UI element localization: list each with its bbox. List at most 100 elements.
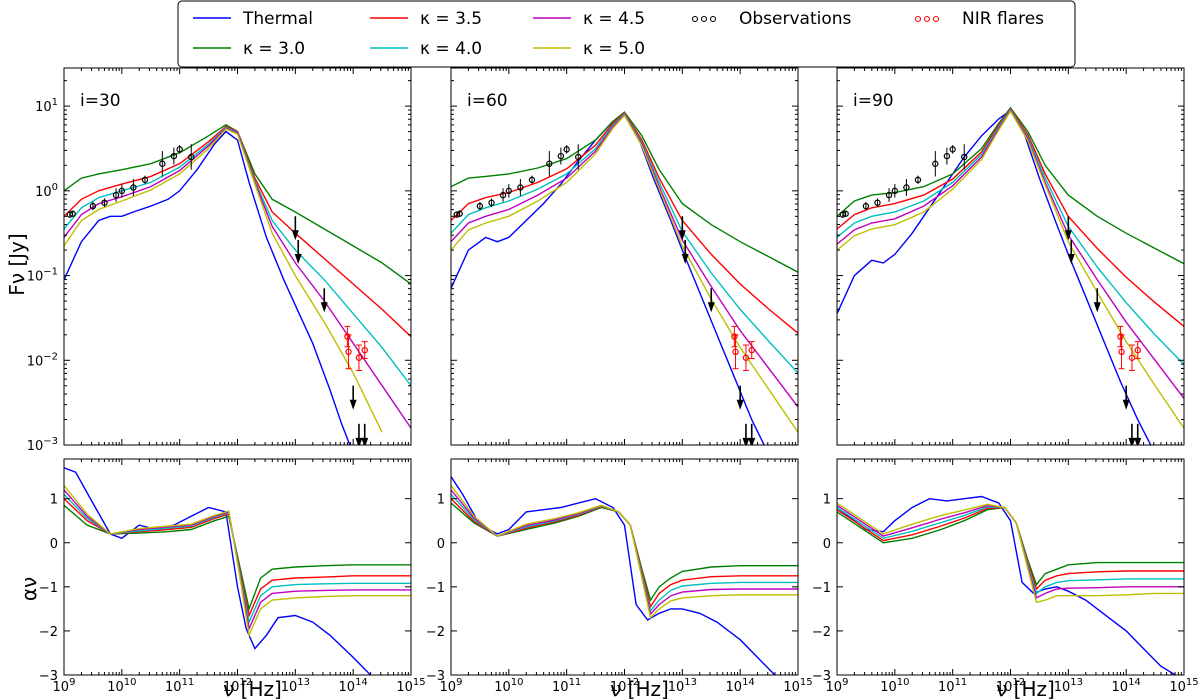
x-axis-label: ν [Hz] — [996, 677, 1055, 699]
alpha-plot-area — [64, 467, 411, 675]
nir-flare-point — [1134, 346, 1141, 354]
nir-flare-point — [1117, 333, 1124, 340]
observation-point — [885, 191, 893, 199]
x-tick-label: 1013 — [668, 677, 697, 695]
alpha-axes-i-90: 109 1010 1011 1012 1013 1014 1015 −3 −2 −1 0 1 ν [Hz… — [812, 458, 1199, 699]
observation-point — [69, 210, 76, 217]
flux-line-35 — [64, 125, 411, 338]
y-tick-label: 0 — [50, 537, 58, 552]
upper-limit-arrowhead — [681, 253, 689, 264]
observation-point — [188, 153, 195, 161]
observation-point — [528, 176, 536, 184]
y-tick-label: 100 — [35, 182, 58, 200]
legend-label: κ = 4.5 — [583, 9, 645, 29]
legend-entry-35: κ = 3.5 — [370, 9, 482, 29]
legend-marker — [691, 15, 699, 23]
x-tick-label: 1014 — [339, 677, 368, 695]
legend-entry-40: κ = 4.0 — [370, 39, 482, 59]
observation-point — [118, 187, 126, 195]
y-tick-label: 0 — [437, 537, 445, 552]
x-tick-label: 109 — [826, 677, 849, 695]
observation-point — [891, 187, 899, 195]
alpha-line-30 — [837, 506, 1184, 587]
flux-line-thermal — [837, 109, 1152, 445]
y-tick-label: −3 — [39, 669, 58, 684]
alpha-line-45 — [451, 489, 798, 616]
legend-label: NIR flares — [962, 9, 1044, 29]
alpha-line-thermal — [837, 495, 1176, 675]
upper-limit-arrowhead — [320, 302, 328, 313]
nir-flare-point — [1118, 348, 1125, 356]
upper-limit-arrowhead — [736, 399, 744, 410]
flux-axes-i-30: 10−3 10−2 10−1 100 101 i=30 — [27, 67, 412, 454]
observation-point — [101, 199, 108, 206]
alpha-line-30 — [64, 504, 411, 612]
observation-point — [176, 146, 183, 153]
flux-axes-frame — [836, 67, 1185, 446]
y-tick-label: 1 — [823, 493, 831, 508]
alpha-line-50 — [451, 484, 798, 620]
observation-point — [476, 202, 484, 210]
upper-limit-arrowhead — [349, 399, 357, 410]
x-tick-label: 1012 — [996, 677, 1025, 695]
y-tick-label: 101 — [35, 97, 58, 115]
alpha-axes-frame — [836, 458, 1185, 676]
legend-label: κ = 5.0 — [583, 39, 645, 59]
upper-limit-arrowhead — [1122, 399, 1130, 410]
observation-point — [563, 146, 570, 153]
y-tick-label: −3 — [812, 669, 831, 684]
flux-line-50 — [451, 114, 798, 433]
flux-axes-frame — [63, 67, 412, 446]
upper-limit-arrowhead — [707, 302, 715, 313]
x-tick-label: 1014 — [726, 677, 755, 695]
x-tick-label: 1011 — [552, 677, 581, 695]
flux-plot-area — [451, 111, 798, 445]
nir-flare-point — [732, 348, 739, 356]
flux-line-40 — [64, 126, 411, 387]
x-tick-label: 109 — [53, 677, 76, 695]
x-tick-label: 1010 — [494, 677, 523, 695]
panel-1: i=60 109 1010 1011 1012 1013 1014 1015 −3 −2 −1 0 1 ν… — [426, 67, 813, 699]
legend-entry-50: κ = 5.0 — [533, 39, 645, 59]
observation-point — [949, 146, 956, 153]
x-tick-label: 1010 — [107, 677, 136, 695]
flux-line-30 — [837, 106, 1184, 265]
flux-plot-area — [837, 106, 1184, 445]
observation-point — [914, 176, 922, 184]
x-tick-label: 1015 — [396, 677, 425, 695]
flux-line-30 — [451, 111, 798, 273]
flux-axes-i-60: i=60 — [450, 67, 799, 446]
alpha-axes-i-30: 109 1010 1011 1012 1013 1014 1015 −3 −2 −1 0 1 ν [Hz… — [39, 458, 426, 699]
legend-label: κ = 4.0 — [420, 39, 482, 59]
upper-limit-arrowhead — [291, 230, 299, 241]
observation-point — [874, 199, 881, 206]
alpha-line-thermal — [451, 476, 776, 675]
nir-flare-point — [748, 346, 755, 354]
upper-limit-arrowhead — [748, 437, 756, 445]
flux-line-thermal — [64, 130, 351, 445]
flux-line-45 — [451, 113, 798, 408]
y-axis-label-alpha: αν — [17, 577, 41, 601]
observation-point — [499, 191, 507, 199]
x-axis-label: ν [Hz] — [223, 677, 282, 699]
x-axis-label: ν [Hz] — [610, 677, 669, 699]
flux-line-40 — [837, 108, 1184, 365]
legend: Thermal κ = 3.0 κ = 3.5 κ = 4.0 κ = 4.5 κ = 5… — [177, 0, 1076, 68]
alpha-plot-area — [837, 495, 1184, 675]
legend-marker — [923, 15, 931, 23]
legend-entry-30: κ = 3.0 — [193, 39, 305, 59]
upper-limit-arrowhead — [1093, 302, 1101, 313]
observation-point — [961, 153, 968, 161]
x-tick-label: 1012 — [223, 677, 252, 695]
legend-label: κ = 3.5 — [420, 9, 482, 29]
legend-entry-nirflares: NIR flares — [914, 9, 1044, 29]
observation-point — [575, 153, 582, 161]
legend-entry-thermal: Thermal — [193, 9, 313, 29]
alpha-line-50 — [64, 484, 411, 638]
alpha-line-thermal — [64, 467, 371, 675]
observation-point — [517, 184, 524, 191]
upper-limit-arrowhead — [294, 253, 302, 264]
y-tick-label: −1 — [426, 581, 445, 596]
y-tick-label: 0 — [823, 537, 831, 552]
